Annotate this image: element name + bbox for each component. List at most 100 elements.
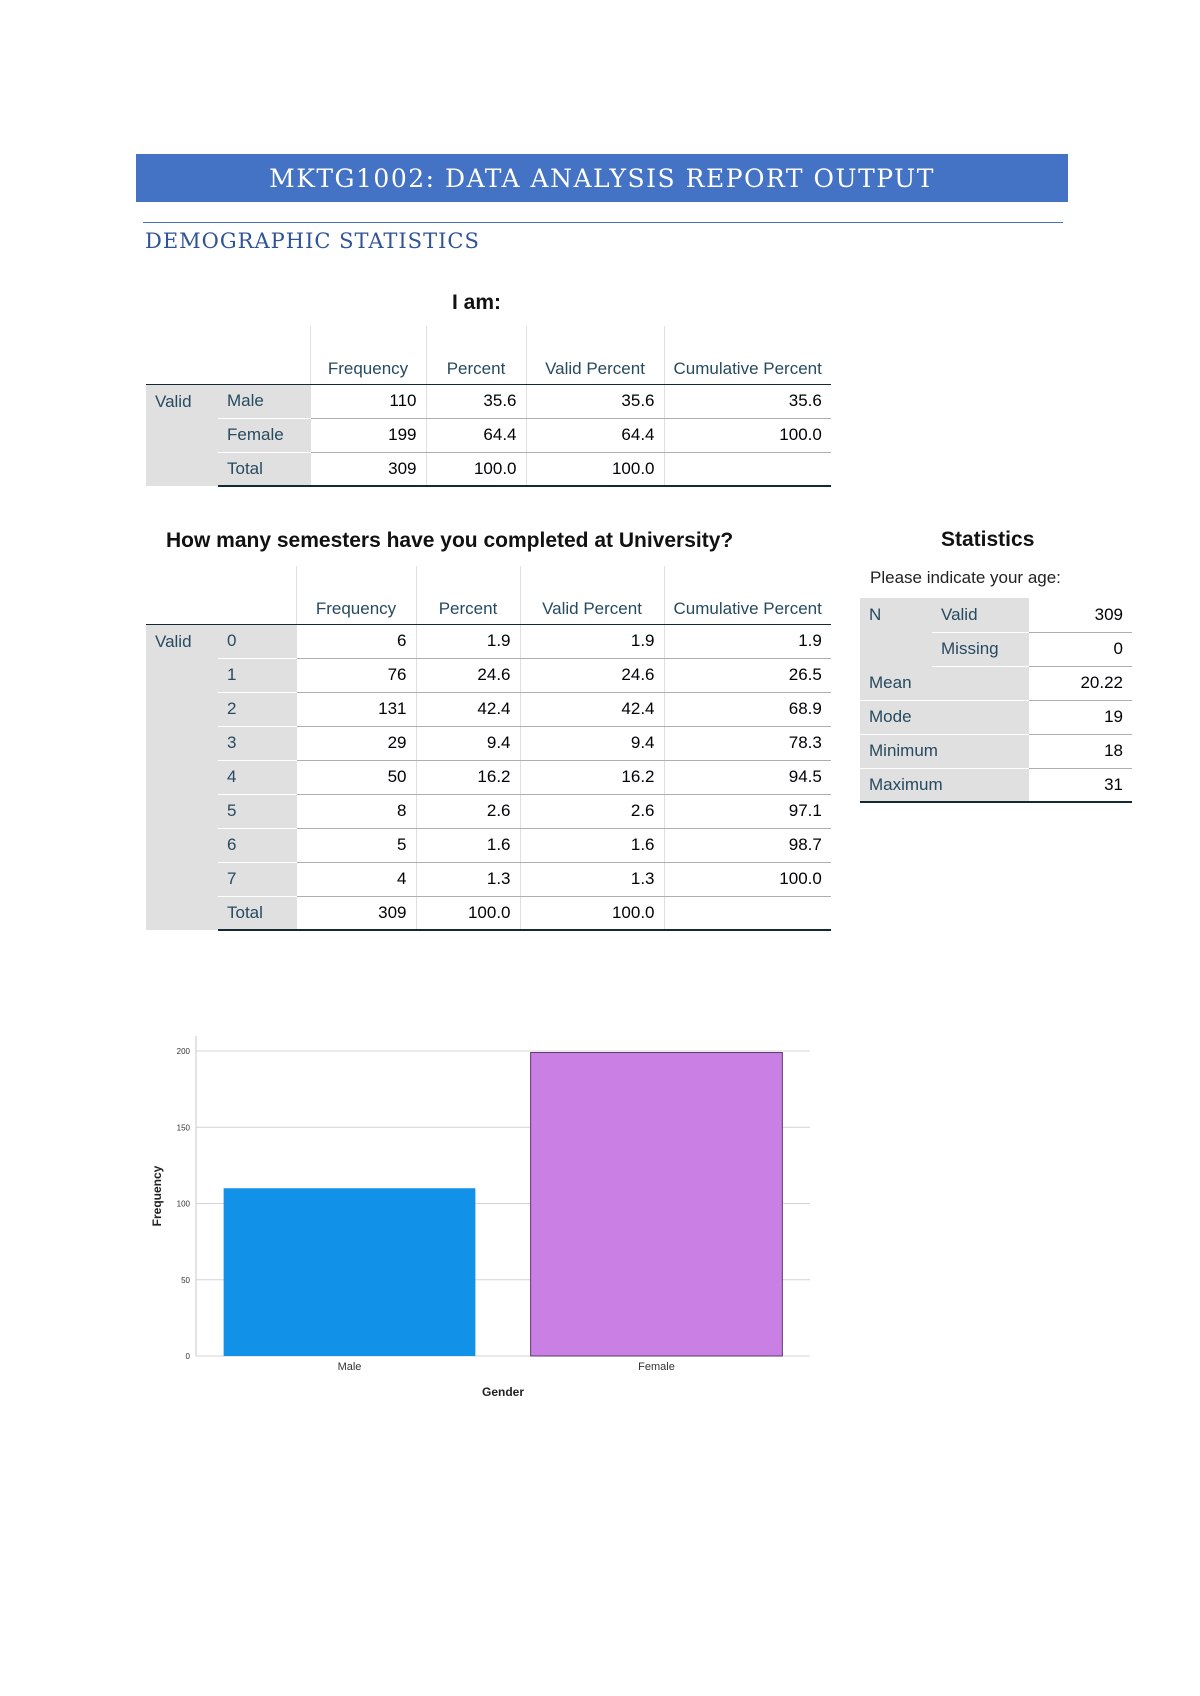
cell-valid-percent: 100.0 — [525, 452, 664, 487]
table-row: 4 50 16.2 16.2 94.5 — [146, 760, 831, 795]
y-tick-label: 100 — [177, 1200, 191, 1209]
cell-valid-percent: 42.4 — [519, 692, 664, 727]
table-row: Minimum 18 — [860, 734, 1132, 769]
cell-percent: 100.0 — [425, 452, 526, 487]
table-row: Mean 20.22 — [860, 666, 1132, 701]
cell-percent: 1.9 — [415, 624, 520, 659]
cell-cumulative-percent: 78.3 — [663, 726, 831, 761]
cell-valid-percent: 16.2 — [519, 760, 664, 795]
col-header-frequency: Frequency — [309, 326, 426, 385]
n-label: N — [860, 598, 932, 666]
row-label: Total — [218, 452, 310, 487]
table-row-total: Total 309 100.0 100.0 — [146, 896, 831, 931]
table-row: 2 131 42.4 42.4 68.9 — [146, 692, 831, 727]
x-axis-title: Gender — [482, 1385, 524, 1399]
cell-percent: 24.6 — [415, 658, 520, 693]
age-statistics-table: N Valid 309 Missing 0 Mean 20.22 Mode 19… — [860, 598, 1132, 803]
cell-percent: 1.6 — [415, 828, 520, 863]
cell-cumulative-percent: 94.5 — [663, 760, 831, 795]
cell-valid-percent: 1.3 — [519, 862, 664, 897]
report-banner: MKTG1002: DATA ANALYSIS REPORT OUTPUT — [136, 154, 1068, 202]
y-axis-title: Frequency — [150, 1165, 164, 1226]
cell-percent: 9.4 — [415, 726, 520, 761]
row-label: 4 — [218, 760, 296, 795]
cell-valid-percent: 35.6 — [525, 384, 664, 419]
gender-bar-chart: 0 50 100 150 200 Male Female Gender Frequency — [146, 1030, 820, 1400]
bar-female — [530, 1052, 783, 1357]
col-header-percent: Percent — [415, 566, 520, 625]
section-heading: DEMOGRAPHIC STATISTICS — [145, 229, 480, 253]
cell-valid-percent: 1.6 — [519, 828, 664, 863]
cell-percent: 1.3 — [415, 862, 520, 897]
cell-frequency: 131 — [295, 692, 416, 727]
cell-frequency: 76 — [295, 658, 416, 693]
table-row-total: Total 309 100.0 100.0 — [146, 452, 831, 487]
row-label: 5 — [218, 794, 296, 829]
cell-frequency: 199 — [309, 418, 426, 453]
x-tick-label: Female — [638, 1361, 675, 1373]
cell-cumulative-percent: 26.5 — [663, 658, 831, 693]
table-row: Maximum 31 — [860, 768, 1132, 803]
cell-frequency: 5 — [295, 828, 416, 863]
cell-percent: 42.4 — [415, 692, 520, 727]
gender-bar-chart-svg: 0 50 100 150 200 Male Female Gender Frequency — [150, 1036, 810, 1399]
col-header-valid-percent: Valid Percent — [519, 566, 664, 625]
gender-table-title: I am: — [452, 291, 502, 314]
missing-label: Missing — [932, 632, 1028, 667]
semesters-table-title: How many semesters have you completed at… — [166, 529, 734, 552]
cell-cumulative-percent: 98.7 — [663, 828, 831, 863]
y-tick-label: 150 — [177, 1123, 191, 1132]
col-header-valid-percent: Valid Percent — [525, 326, 664, 385]
col-header-percent: Percent — [425, 326, 526, 385]
report-title: MKTG1002: DATA ANALYSIS REPORT OUTPUT — [269, 163, 935, 193]
heading-rule — [143, 222, 1063, 223]
cell-valid-percent: 100.0 — [519, 896, 664, 931]
y-tick-label: 50 — [181, 1276, 190, 1285]
cell-frequency: 50 — [295, 760, 416, 795]
stat-value-minimum: 18 — [1027, 734, 1132, 769]
cell-valid-percent: 2.6 — [519, 794, 664, 829]
table-row: 5 8 2.6 2.6 97.1 — [146, 794, 831, 829]
row-label: 3 — [218, 726, 296, 761]
table-row: Valid Male 110 35.6 35.6 35.6 — [146, 384, 831, 486]
table-row: Mode 19 — [860, 700, 1132, 735]
row-group-label: Valid — [146, 384, 218, 486]
row-label: 2 — [218, 692, 296, 727]
y-tick-label: 0 — [186, 1352, 191, 1361]
row-group-label: Valid — [146, 624, 218, 930]
cell-percent: 100.0 — [415, 896, 520, 931]
row-label: 0 — [218, 624, 296, 659]
stat-value-mode: 19 — [1027, 700, 1132, 735]
cell-cumulative-percent: 68.9 — [663, 692, 831, 727]
stat-value-mean: 20.22 — [1027, 666, 1132, 701]
cell-valid-percent: 64.4 — [525, 418, 664, 453]
cell-percent: 16.2 — [415, 760, 520, 795]
table-row: 3 29 9.4 9.4 78.3 — [146, 726, 831, 761]
cell-frequency: 309 — [295, 896, 416, 931]
bar-male — [223, 1188, 476, 1356]
cell-frequency: 309 — [309, 452, 426, 487]
valid-value: 309 — [1027, 598, 1132, 633]
cell-cumulative-percent: 100.0 — [663, 418, 831, 453]
table-row: 7 4 1.3 1.3 100.0 — [146, 862, 831, 897]
col-header-frequency: Frequency — [295, 566, 416, 625]
gender-frequency-table: Frequency Percent Valid Percent Cumulati… — [146, 326, 831, 487]
row-label: Male — [218, 384, 310, 419]
cell-cumulative-percent: 100.0 — [663, 862, 831, 897]
cell-valid-percent: 1.9 — [519, 624, 664, 659]
stat-label-mean: Mean — [860, 666, 1028, 701]
table-row: N Valid 309 — [860, 598, 1132, 666]
statistics-caption: Please indicate your age: — [870, 568, 1061, 587]
missing-value: 0 — [1027, 632, 1132, 667]
row-label: Female — [218, 418, 310, 453]
row-label: 1 — [218, 658, 296, 693]
cell-cumulative-percent — [663, 896, 831, 931]
cell-percent: 2.6 — [415, 794, 520, 829]
cell-frequency: 4 — [295, 862, 416, 897]
table-row: 6 5 1.6 1.6 98.7 — [146, 828, 831, 863]
stat-label-minimum: Minimum — [860, 734, 1028, 769]
stat-label-mode: Mode — [860, 700, 1028, 735]
table-row: Valid 0 6 1.9 1.9 1.9 — [146, 624, 831, 930]
x-tick-label: Male — [338, 1361, 362, 1373]
cell-frequency: 6 — [295, 624, 416, 659]
